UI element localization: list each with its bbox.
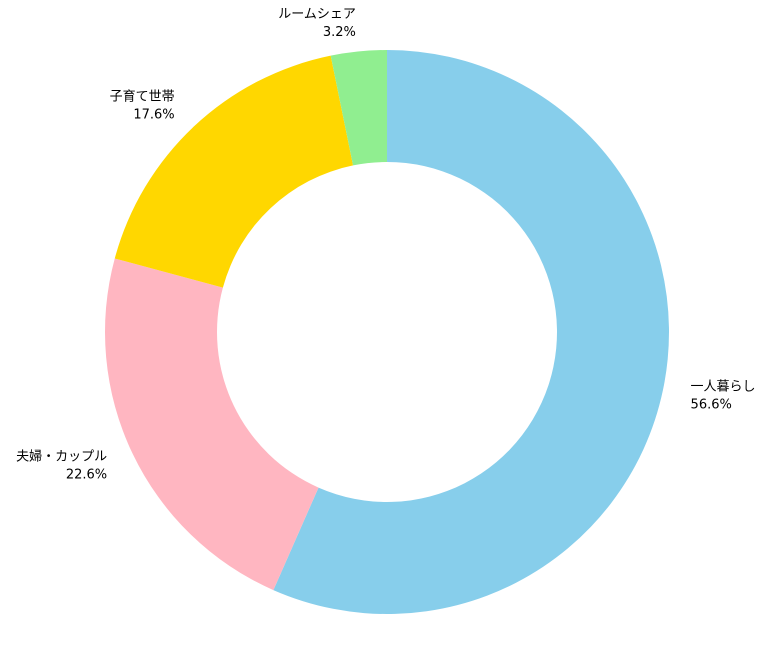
donut-slice xyxy=(330,50,387,166)
slice-label: 夫婦・カップル xyxy=(16,448,107,464)
donut-slice xyxy=(114,55,354,288)
slice-value-label: 22.6% xyxy=(66,467,107,482)
donut-slice xyxy=(104,258,319,591)
slice-value-label: 56.6% xyxy=(691,397,732,412)
slice-label: ルームシェア xyxy=(278,7,356,22)
slice-value-label: 17.6% xyxy=(133,107,174,122)
slice-value-label: 3.2% xyxy=(323,25,356,40)
slice-label: 一人暮らし xyxy=(691,379,756,394)
donut-slice xyxy=(273,50,669,614)
slice-label: 子育て世帯 xyxy=(110,88,175,104)
